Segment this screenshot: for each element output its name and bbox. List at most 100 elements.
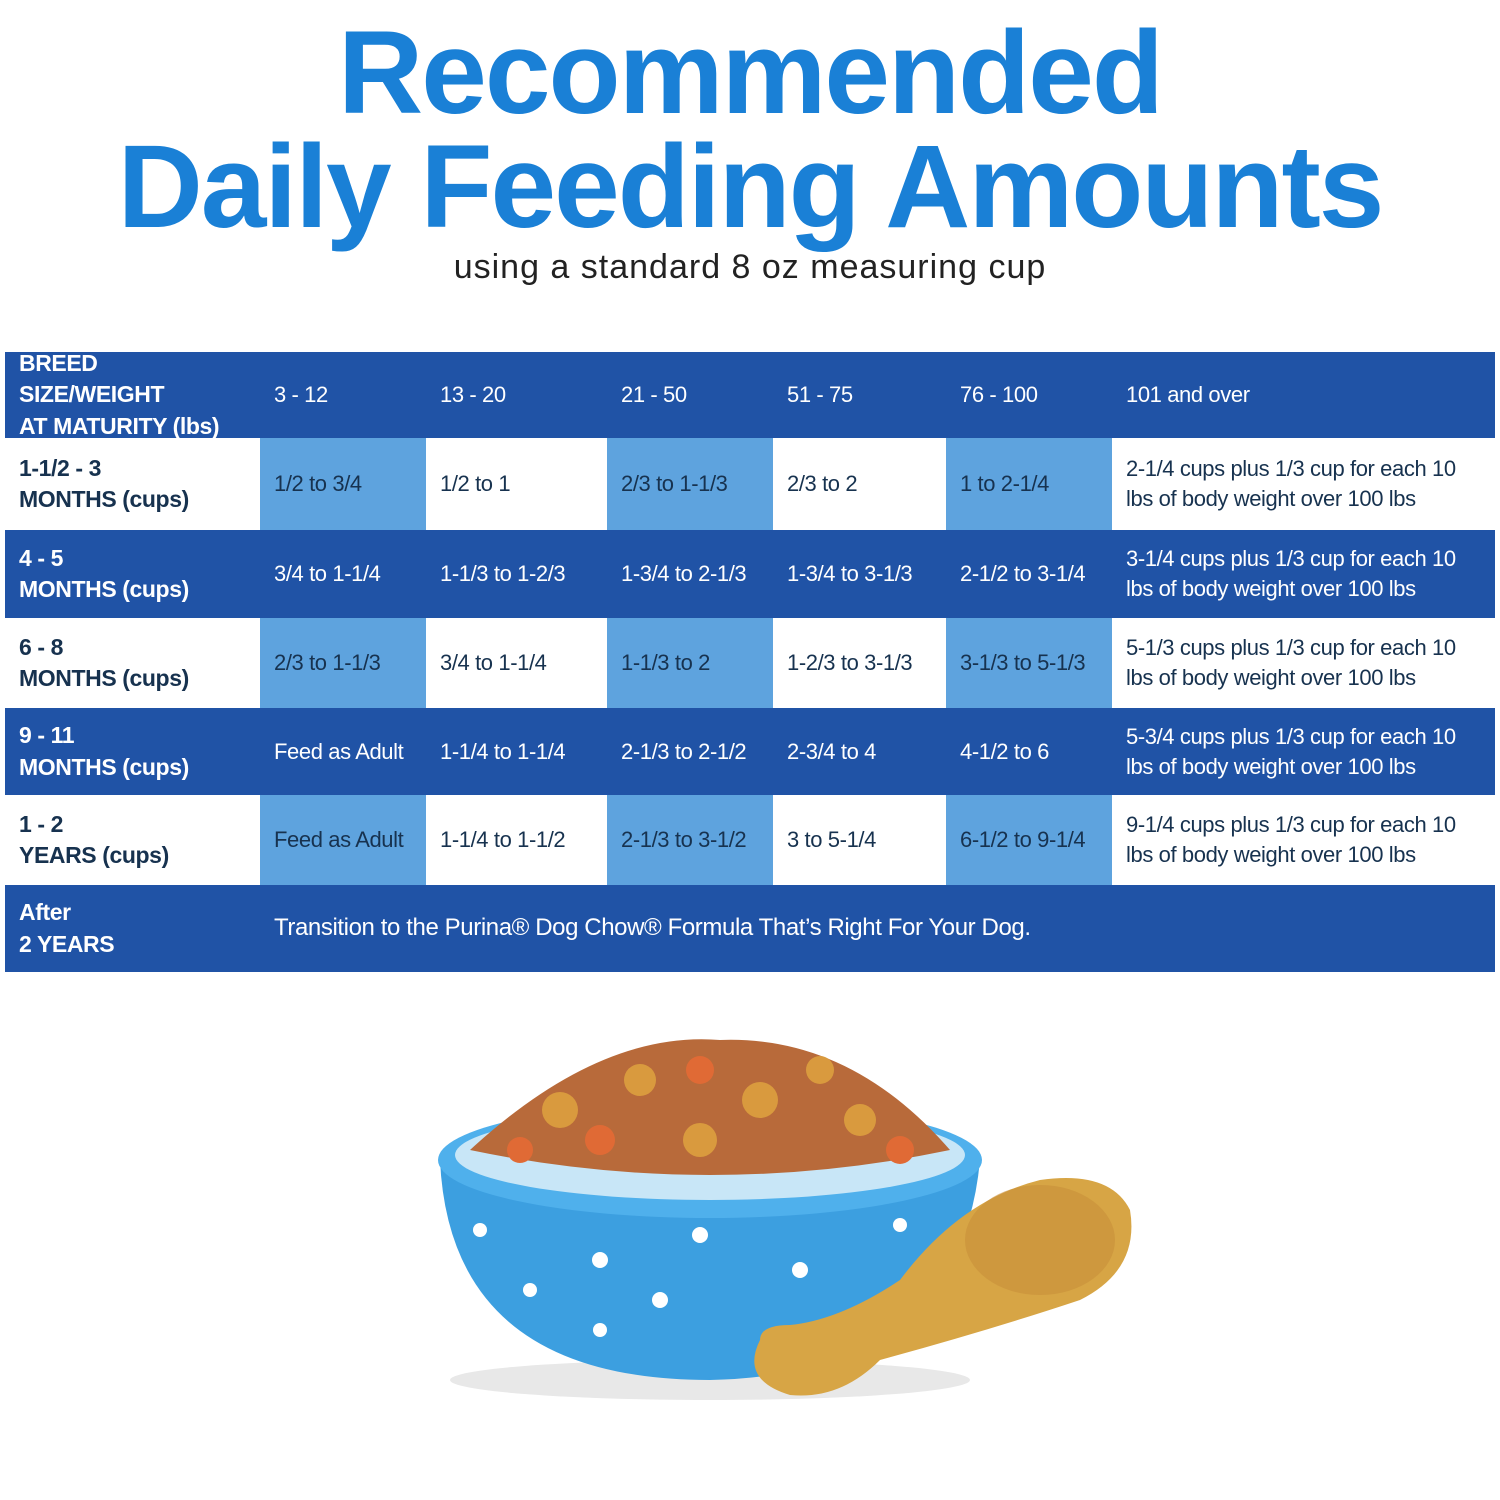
header-cell: 13 - 20 — [426, 352, 607, 438]
table-cell: 5-1/3 cups plus 1/3 cup for each 10 lbs … — [1112, 618, 1495, 708]
cell-text: 1-1/4 to 1-1/4 — [440, 738, 566, 764]
cell-text: 1/2 to 3/4 — [274, 471, 362, 497]
row-label: 1-1/2 - 3 MONTHS (cups) — [5, 438, 260, 530]
header-cell: 21 - 50 — [607, 352, 773, 438]
table-cell: 2-1/4 cups plus 1/3 cup for each 10 lbs … — [1112, 438, 1495, 530]
span-cell: Transition to the Purina® Dog Chow® Form… — [260, 885, 1495, 972]
table-cell: 1-3/4 to 3-1/3 — [773, 530, 946, 618]
cell-text: 2-3/4 to 4 — [787, 738, 876, 764]
cell-text: 2-1/2 to 3-1/4 — [960, 561, 1086, 587]
cell-text: 4-1/2 to 6 — [960, 738, 1049, 764]
row-label-line: YEARS (cups) — [19, 842, 169, 868]
cell-text: 2-1/3 to 3-1/2 — [621, 827, 747, 853]
row-label-line: 1-1/2 - 3 — [19, 454, 102, 481]
cell-text: 3 to 5-1/4 — [787, 827, 876, 853]
row-label: After 2 YEARS — [5, 885, 260, 972]
cell-text: 9-1/4 cups plus 1/3 cup for each 10 lbs … — [1126, 812, 1456, 867]
header-text: 76 - 100 — [960, 382, 1038, 408]
cell-text: 2/3 to 2 — [787, 471, 858, 497]
header-text: 101 and over — [1126, 382, 1250, 408]
table-cell: 1-1/3 to 1-2/3 — [426, 530, 607, 618]
cell-text: 3/4 to 1-1/4 — [274, 561, 381, 587]
table-cell: 6-1/2 to 9-1/4 — [946, 795, 1112, 885]
table-cell: 2/3 to 1-1/3 — [260, 618, 426, 708]
table-cell: 1 to 2-1/4 — [946, 438, 1112, 530]
table-cell: 2-1/3 to 2-1/2 — [607, 708, 773, 795]
row-label-line: 6 - 8 — [19, 633, 64, 660]
table-cell: 2/3 to 1-1/3 — [607, 438, 773, 530]
cell-text: 1-1/3 to 1-2/3 — [440, 561, 566, 587]
cell-text: 1-3/4 to 2-1/3 — [621, 561, 747, 587]
table-cell: 5-3/4 cups plus 1/3 cup for each 10 lbs … — [1112, 708, 1495, 795]
subtitle: using a standard 8 oz measuring cup — [453, 248, 1047, 286]
header-text: 3 - 12 — [274, 382, 328, 408]
table-cell: 2-3/4 to 4 — [773, 708, 946, 795]
cell-text: Feed as Adult — [274, 738, 404, 764]
header-cell: 76 - 100 — [946, 352, 1112, 438]
row-label: 6 - 8 MONTHS (cups) — [5, 618, 260, 708]
cell-text: Feed as Adult — [274, 827, 404, 853]
cell-text: 1/2 to 1 — [440, 471, 511, 497]
header-text: 21 - 50 — [621, 382, 687, 408]
row-label-line: MONTHS (cups) — [19, 753, 189, 780]
title-line: Daily Feeding Amounts — [117, 121, 1385, 253]
table-cell: 1-1/4 to 1-1/2 — [426, 795, 607, 885]
cell-text: 2-1/3 to 2-1/2 — [621, 738, 747, 764]
row-label: 4 - 5 MONTHS (cups) — [5, 530, 260, 618]
header-cell: 3 - 12 — [260, 352, 426, 438]
table-cell: 1-2/3 to 3-1/3 — [773, 618, 946, 708]
cell-text: 6-1/2 to 9-1/4 — [960, 827, 1086, 853]
table-cell: Feed as Adult — [260, 795, 426, 885]
row-label: 1 - 2 YEARS (cups) — [5, 795, 260, 885]
cell-text: 3/4 to 1-1/4 — [440, 650, 547, 676]
feeding-table: BREED SIZE/WEIGHT AT MATURITY (lbs) 3 - 12… — [5, 350, 1495, 972]
cell-text: 1 to 2-1/4 — [960, 471, 1049, 497]
cell-text: 1-2/3 to 3-1/3 — [787, 650, 913, 676]
header-line: BREED SIZE/WEIGHT — [19, 350, 165, 408]
food-illustration — [438, 1039, 1132, 1400]
table-cell: 1-3/4 to 2-1/3 — [607, 530, 773, 618]
header-line: AT MATURITY (lbs) — [19, 412, 220, 439]
row-label-line: 4 - 5 — [19, 544, 64, 571]
table-cell: 1-1/4 to 1-1/4 — [426, 708, 607, 795]
cell-text: 1-1/4 to 1-1/2 — [440, 827, 566, 853]
table-cell: 3-1/4 cups plus 1/3 cup for each 10 lbs … — [1112, 530, 1495, 618]
table-cell: 2/3 to 2 — [773, 438, 946, 530]
table-cell: 3/4 to 1-1/4 — [426, 618, 607, 708]
row-label-line: 9 - 11 — [19, 722, 75, 749]
table-cell: 4-1/2 to 6 — [946, 708, 1112, 795]
header-text: 51 - 75 — [787, 382, 853, 408]
row-label-line: 2 YEARS — [19, 930, 115, 957]
cell-text: 2-1/4 cups plus 1/3 cup for each 10 lbs … — [1126, 456, 1456, 511]
row-label: 9 - 11 MONTHS (cups) — [5, 708, 260, 795]
table-cell: 3-1/3 to 5-1/3 — [946, 618, 1112, 708]
table-cell: 2-1/3 to 3-1/2 — [607, 795, 773, 885]
row-label-line: 1 - 2 — [19, 810, 64, 837]
table-cell: 1/2 to 3/4 — [260, 438, 426, 530]
cell-text: 5-3/4 cups plus 1/3 cup for each 10 lbs … — [1126, 723, 1456, 779]
row-label-line: After — [19, 899, 71, 926]
header-text: 13 - 20 — [440, 382, 506, 408]
row-label-line: MONTHS (cups) — [19, 486, 189, 512]
row-label-line: MONTHS (cups) — [19, 665, 189, 691]
cell-text: Transition to the Purina® Dog Chow® Form… — [274, 914, 1031, 942]
table-cell: Feed as Adult — [260, 708, 426, 795]
cell-text: 2/3 to 1-1/3 — [621, 471, 728, 497]
header-cell: 51 - 75 — [773, 352, 946, 438]
cell-text: 3-1/4 cups plus 1/3 cup for each 10 lbs … — [1126, 546, 1456, 601]
table-cell: 1/2 to 1 — [426, 438, 607, 530]
cell-text: 1-1/3 to 2 — [621, 650, 710, 676]
row-label-line: MONTHS (cups) — [19, 576, 189, 602]
table-cell: 9-1/4 cups plus 1/3 cup for each 10 lbs … — [1112, 795, 1495, 885]
header-cell: BREED SIZE/WEIGHT AT MATURITY (lbs) — [5, 350, 260, 439]
table-cell: 1-1/3 to 2 — [607, 618, 773, 708]
cell-text: 2/3 to 1-1/3 — [274, 650, 381, 676]
cell-text: 3-1/3 to 5-1/3 — [960, 650, 1086, 676]
table-cell: 3 to 5-1/4 — [773, 795, 946, 885]
title-line: Recommended — [338, 7, 1164, 139]
cell-text: 5-1/3 cups plus 1/3 cup for each 10 lbs … — [1126, 635, 1456, 690]
table-cell: 2-1/2 to 3-1/4 — [946, 530, 1112, 618]
table-cell: 3/4 to 1-1/4 — [260, 530, 426, 618]
cell-text: 1-3/4 to 3-1/3 — [787, 561, 913, 587]
